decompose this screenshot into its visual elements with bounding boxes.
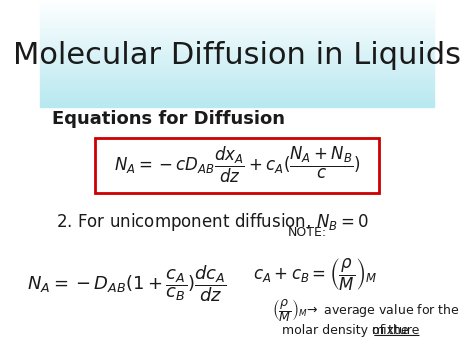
Bar: [40, 75, 434, 77]
Text: $N_A = -cD_{AB}\dfrac{dx_A}{dz} + c_A(\dfrac{N_A+N_B}{c})$: $N_A = -cD_{AB}\dfrac{dx_A}{dz} + c_A(\d…: [114, 145, 360, 185]
Bar: [40, 48, 434, 51]
Text: 2. For unicomponent diffusion, $N_B = 0$: 2. For unicomponent diffusion, $N_B = 0$: [56, 211, 369, 233]
Text: mixture: mixture: [372, 324, 420, 337]
Bar: [40, 61, 434, 64]
Bar: [40, 3, 434, 5]
Bar: [40, 96, 434, 99]
Bar: [40, 13, 434, 16]
Bar: [40, 37, 434, 40]
Bar: [40, 104, 434, 106]
Text: molar density of the: molar density of the: [282, 324, 413, 337]
Bar: [40, 93, 434, 96]
Bar: [40, 80, 434, 83]
Bar: [40, 21, 434, 24]
Bar: [40, 59, 434, 61]
Bar: [40, 19, 434, 21]
Bar: [40, 53, 434, 56]
Bar: [40, 5, 434, 8]
Bar: [40, 51, 434, 53]
Bar: [40, 40, 434, 43]
Bar: [40, 85, 434, 88]
Text: $N_A = -D_{AB}(1+\dfrac{c_A}{c_B})\dfrac{dc_A}{dz}$: $N_A = -D_{AB}(1+\dfrac{c_A}{c_B})\dfrac…: [27, 264, 227, 304]
Bar: [40, 27, 434, 29]
Bar: [40, 69, 434, 72]
Bar: [40, 35, 434, 37]
Bar: [40, 91, 434, 93]
Bar: [40, 88, 434, 91]
Bar: [40, 45, 434, 48]
Bar: [40, 83, 434, 85]
Bar: [40, 8, 434, 11]
Bar: [40, 64, 434, 67]
Bar: [40, 16, 434, 19]
Bar: [40, 11, 434, 13]
Bar: [40, 0, 434, 3]
Bar: [40, 43, 434, 45]
Bar: [40, 24, 434, 27]
Bar: [40, 32, 434, 35]
Text: Equations for Diffusion: Equations for Diffusion: [52, 110, 285, 128]
Bar: [40, 67, 434, 69]
Bar: [40, 72, 434, 75]
Text: $\left(\dfrac{\rho}{M}\right)_M\!\rightarrow$ average value for the: $\left(\dfrac{\rho}{M}\right)_M\!\righta…: [273, 297, 460, 324]
Text: $c_A + c_B = \left(\dfrac{\rho}{M}\right)_M$: $c_A + c_B = \left(\dfrac{\rho}{M}\right…: [254, 257, 378, 293]
Bar: [40, 99, 434, 101]
Text: NOTE:: NOTE:: [288, 226, 327, 239]
Bar: [40, 56, 434, 59]
Bar: [40, 101, 434, 104]
Text: Molecular Diffusion in Liquids: Molecular Diffusion in Liquids: [13, 40, 461, 70]
Bar: [40, 77, 434, 80]
Bar: [40, 29, 434, 32]
